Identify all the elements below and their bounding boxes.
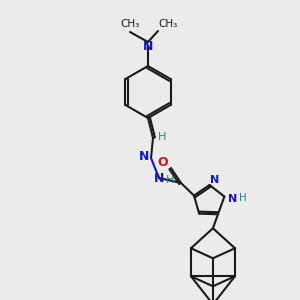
Text: CH₃: CH₃	[158, 19, 178, 29]
Text: O: O	[158, 157, 168, 169]
Text: N: N	[139, 149, 149, 163]
Text: H: H	[166, 175, 174, 185]
Text: N: N	[228, 194, 237, 204]
Text: N: N	[210, 175, 219, 185]
Text: N: N	[154, 172, 164, 184]
Text: H: H	[238, 193, 246, 202]
Text: N: N	[143, 40, 153, 52]
Text: H: H	[158, 132, 166, 142]
Text: CH₃: CH₃	[120, 19, 140, 29]
